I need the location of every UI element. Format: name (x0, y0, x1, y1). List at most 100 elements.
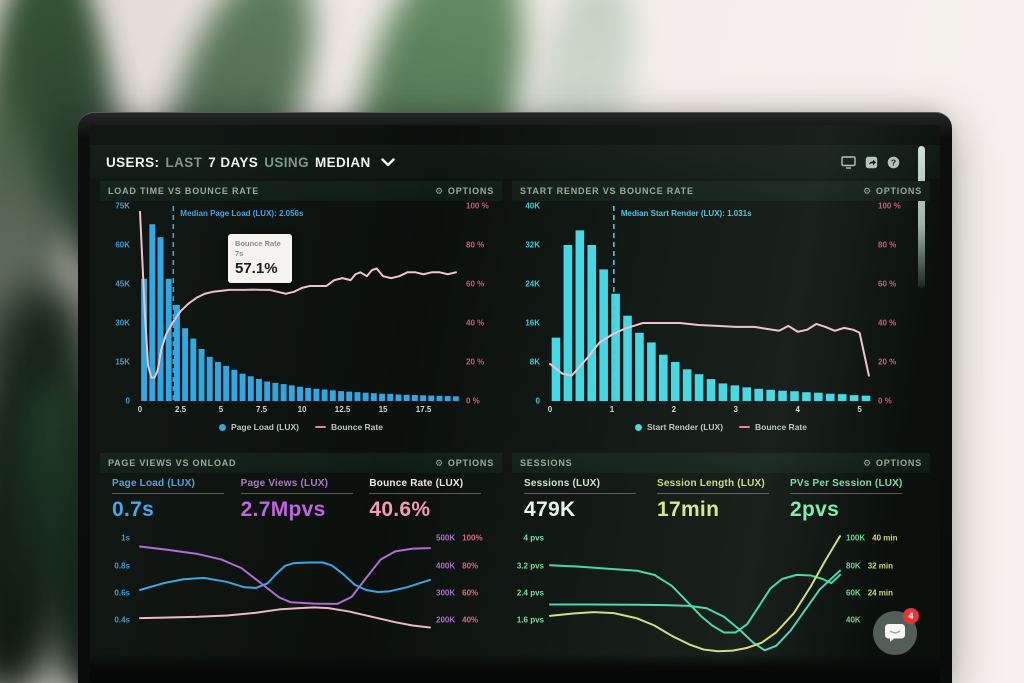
y-axis-right: 100 % 80 % 60 % 40 % 20 % 0 % (466, 201, 489, 406)
median-annotation: Median Start Render (LUX): 1.031s (620, 209, 752, 218)
legend-bounce-rate: Bounce Rate (315, 422, 383, 432)
options-button[interactable]: ⚙ OPTIONS (863, 186, 922, 196)
x-tick-label: 1 (609, 405, 615, 414)
help-icon[interactable]: ? (887, 156, 900, 169)
legend-dot-icon (634, 423, 642, 431)
share-icon[interactable] (865, 156, 878, 169)
title-7days: 7 DAYS (208, 154, 259, 170)
header-icon-row: ? (841, 155, 900, 169)
legend-line-icon (315, 425, 327, 429)
panel-header: LOAD TIME VS BOUNCE RATE ⚙ OPTIONS (100, 181, 502, 201)
chart-legend: Page Load (LUX) Bounce Rate (100, 422, 502, 432)
y-axis-right: 100K 40 min 80K 32 min 60K 24 min 40K (846, 531, 926, 653)
legend-bounce-rate: Bounce Rate (739, 422, 807, 432)
y-axis-left: 75K 60K 45K 30K 15K 0 (115, 201, 130, 406)
title-users: USERS: (106, 154, 160, 170)
tooltip-series: Bounce Rate (235, 239, 281, 248)
y-axis-left: 40K 32K 24K 16K 8K 0 (525, 201, 540, 406)
y-axis-right: 100 % 80 % 60 % 40 % 20 % 0 % (878, 201, 901, 406)
title-using: USING (264, 154, 309, 170)
y-axis-left: 4 pvs 3.2 pvs 2.4 pvs 1.6 pvs (516, 533, 544, 625)
axis-pair: 80K 32 min (846, 561, 894, 571)
chart-legend: Start Render (LUX) Bounce Rate (512, 422, 930, 432)
metric-bounce-rate: Bounce Rate (LUX) 40.6% (369, 478, 498, 522)
x-tick-label: 15 (378, 405, 388, 414)
divider (240, 493, 353, 494)
gear-icon: ⚙ (863, 185, 872, 196)
gear-icon: ⚙ (435, 185, 444, 196)
options-button[interactable]: ⚙ OPTIONS (435, 458, 494, 468)
dashboard-header: USERS: LAST 7 DAYS USING MEDIAN ? (90, 145, 940, 179)
metric-page-views: Page Views (LUX) 2.7Mpvs (240, 478, 370, 522)
chat-bubble-icon (885, 624, 905, 642)
axis-pair: 400K 80% (436, 561, 479, 571)
gear-icon: ⚙ (435, 457, 444, 468)
x-axis: 0 1 2 3 4 5 (547, 405, 872, 417)
legend-page-load: Page Load (LUX) (219, 422, 299, 432)
axis-pair: 200K 40% (436, 615, 479, 625)
x-tick-label: 7.5 (255, 405, 268, 414)
chart-tooltip: Bounce Rate 7s 57.1% (228, 234, 292, 283)
axis-pair: 40K (846, 615, 861, 625)
tooltip-value: 57.1% (235, 259, 278, 277)
axis-pair: 500K 100% (436, 533, 483, 543)
start-render-chart[interactable]: Median Start Render (LUX): 1.031s (550, 206, 872, 401)
options-label: OPTIONS (447, 186, 494, 196)
x-tick-label: 4 (795, 405, 800, 414)
x-tick-label: 10 (297, 405, 307, 414)
scrollbar-thumb[interactable] (918, 146, 925, 288)
metrics-row: Page Load (LUX) 0.7s Page Views (LUX) 2.… (112, 478, 498, 522)
notification-badge: 4 (903, 608, 919, 624)
display-icon[interactable] (841, 155, 856, 169)
page-views-onload-chart[interactable] (140, 531, 430, 653)
gear-icon: ⚙ (863, 457, 872, 468)
title-median: MEDIAN (314, 154, 371, 170)
users-filter-dropdown[interactable]: USERS: LAST 7 DAYS USING MEDIAN (106, 155, 395, 170)
panel-title: PAGE VIEWS VS ONLOAD (108, 458, 237, 468)
divider (369, 493, 482, 494)
x-tick-label: 12.5 (334, 405, 351, 414)
options-label: OPTIONS (875, 186, 922, 196)
title-last: LAST (165, 154, 203, 170)
metric-sessions: Sessions (LUX) 479K (524, 478, 657, 522)
load-time-chart[interactable]: Median Page Load (LUX): 2.056s Bounce Ra… (140, 206, 460, 401)
panel-title: LOAD TIME VS BOUNCE RATE (108, 186, 260, 196)
divider (112, 493, 224, 494)
sessions-chart[interactable] (550, 531, 840, 653)
divider (790, 493, 902, 494)
x-tick-label: 5 (857, 405, 862, 414)
panel-header: START RENDER VS BOUNCE RATE ⚙ OPTIONS (512, 181, 930, 201)
x-tick-label: 2.5 (174, 405, 187, 414)
panel-title: START RENDER VS BOUNCE RATE (520, 186, 694, 196)
y-axis-left: 1s 0.8s 0.6s 0.4s (114, 533, 130, 625)
legend-dot-icon (219, 423, 226, 431)
chat-widget-button[interactable]: 4 (873, 608, 919, 655)
chevron-down-icon (380, 157, 395, 167)
tooltip-x-value: 7s (235, 248, 244, 258)
panel-load-time-vs-bounce-rate: LOAD TIME VS BOUNCE RATE ⚙ OPTIONS 75K 60… (100, 181, 502, 447)
x-tick-label: 3 (733, 405, 738, 414)
median-annotation: Median Page Load (LUX): 2.056s (180, 209, 304, 218)
x-tick-label: 17.5 (415, 405, 432, 414)
options-button[interactable]: ⚙ OPTIONS (863, 458, 922, 468)
x-tick-label: 0 (547, 405, 553, 414)
options-button[interactable]: ⚙ OPTIONS (435, 186, 494, 196)
metrics-row: Sessions (LUX) 479K Session Length (LUX)… (524, 478, 926, 522)
panel-sessions: SESSIONS ⚙ OPTIONS Sessions (LUX) 479K S… (512, 453, 930, 683)
panel-title: SESSIONS (520, 458, 573, 468)
panel-start-render-vs-bounce-rate: START RENDER VS BOUNCE RATE ⚙ OPTIONS 40… (512, 181, 930, 447)
legend-line-icon (739, 425, 751, 429)
axis-pair: 60K 24 min (846, 588, 894, 598)
metric-pvs-per-session: PVs Per Session (LUX) 2pvs (790, 478, 903, 521)
panel-header: PAGE VIEWS VS ONLOAD ⚙ OPTIONS (100, 453, 502, 473)
panel-page-views-vs-onload: PAGE VIEWS VS ONLOAD ⚙ OPTIONS Page Load… (100, 453, 502, 683)
legend-start-render: Start Render (LUX) (634, 422, 723, 432)
panel-header: SESSIONS ⚙ OPTIONS (512, 453, 930, 473)
x-axis: 0 2.5 5 7.5 10 12.5 15 17.5 (138, 405, 460, 417)
metric-page-load: Page Load (LUX) 0.7s (112, 478, 241, 522)
x-tick-label: 5 (218, 405, 224, 414)
dashboard-screen: USERS: LAST 7 DAYS USING MEDIAN ? (90, 125, 940, 683)
svg-text:?: ? (891, 157, 896, 167)
divider (657, 493, 769, 494)
